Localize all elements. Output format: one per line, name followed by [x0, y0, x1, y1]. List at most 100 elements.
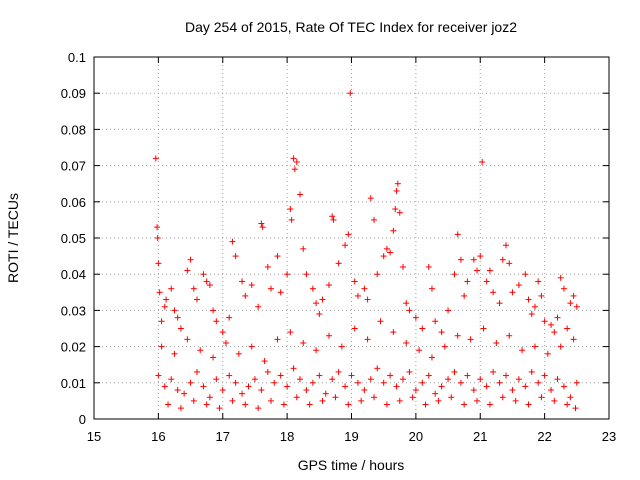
data-point	[163, 296, 170, 303]
data-point	[531, 303, 538, 310]
data-points	[152, 90, 580, 412]
data-point	[371, 394, 378, 401]
grid	[94, 57, 609, 419]
data-point	[274, 336, 281, 343]
data-point	[387, 372, 394, 379]
data-point	[435, 397, 442, 404]
data-point	[490, 289, 497, 296]
data-point	[322, 390, 329, 397]
data-point	[293, 158, 300, 165]
data-point	[394, 180, 401, 187]
data-point	[403, 339, 410, 346]
data-point	[338, 343, 345, 350]
y-tick-label: 0.09	[61, 86, 86, 101]
data-point	[155, 372, 162, 379]
data-point	[419, 379, 426, 386]
x-tick-label: 17	[216, 429, 230, 444]
data-point	[528, 368, 535, 375]
data-point	[383, 401, 390, 408]
data-point	[280, 401, 287, 408]
data-point	[354, 292, 361, 299]
data-point	[380, 379, 387, 386]
data-point	[154, 235, 161, 241]
data-point	[519, 347, 526, 354]
data-point	[383, 245, 390, 252]
data-point	[161, 303, 168, 310]
data-point	[506, 332, 513, 339]
data-point	[544, 350, 551, 357]
data-point	[364, 336, 371, 343]
data-point	[235, 350, 242, 357]
x-tick-label: 19	[344, 429, 358, 444]
data-point	[499, 256, 506, 263]
data-point	[345, 401, 352, 408]
data-point	[206, 394, 213, 401]
x-axis-title: GPS time / hours	[298, 457, 405, 473]
data-point	[222, 339, 229, 346]
data-point	[503, 372, 509, 379]
data-point	[168, 285, 175, 292]
data-point	[541, 372, 548, 379]
data-point	[387, 249, 394, 256]
data-point	[200, 383, 207, 390]
data-point	[306, 401, 313, 408]
data-point	[290, 155, 297, 162]
data-point	[573, 303, 580, 310]
data-point	[271, 379, 278, 386]
data-point	[509, 387, 516, 394]
data-point	[554, 314, 561, 321]
data-point	[277, 289, 284, 296]
data-point	[464, 372, 471, 379]
data-point	[451, 368, 458, 375]
data-point	[445, 376, 452, 383]
data-point	[477, 253, 484, 260]
x-tick-label: 16	[151, 429, 165, 444]
data-point	[297, 191, 303, 198]
data-point	[428, 285, 435, 292]
y-tick-label: 0.1	[68, 50, 86, 65]
data-point	[412, 387, 419, 394]
data-point	[515, 376, 522, 383]
data-point	[483, 383, 490, 390]
y-tick-label: 0.05	[61, 231, 86, 246]
data-point	[393, 383, 400, 390]
data-point	[181, 390, 188, 397]
data-point	[174, 314, 181, 321]
data-point	[313, 300, 320, 307]
data-point	[177, 405, 184, 412]
data-point	[255, 303, 262, 310]
y-tick-label: 0.02	[61, 340, 86, 355]
data-point	[229, 238, 236, 245]
data-point	[303, 387, 310, 394]
x-tick-label: 15	[87, 429, 101, 444]
data-point	[345, 231, 352, 238]
data-point	[371, 216, 378, 223]
data-point	[438, 329, 445, 336]
data-point	[319, 397, 326, 404]
data-point	[197, 347, 204, 354]
data-point	[419, 325, 426, 332]
data-point	[493, 339, 500, 346]
data-point	[403, 300, 410, 307]
data-point	[258, 220, 265, 227]
data-point	[390, 227, 397, 234]
data-point	[187, 256, 194, 263]
data-point	[351, 325, 358, 332]
data-point	[325, 282, 332, 289]
data-point	[470, 387, 477, 394]
data-point	[284, 271, 291, 278]
data-point	[541, 318, 548, 325]
data-point	[291, 166, 298, 173]
data-point	[441, 343, 448, 350]
data-point	[522, 383, 529, 390]
data-point	[239, 390, 246, 397]
data-point	[300, 339, 307, 346]
data-point	[264, 263, 271, 270]
data-point	[258, 387, 265, 394]
data-point	[570, 336, 577, 343]
data-point	[156, 289, 163, 296]
data-point	[564, 401, 571, 408]
data-point	[354, 379, 361, 386]
data-point	[393, 187, 400, 194]
data-point	[259, 224, 266, 231]
